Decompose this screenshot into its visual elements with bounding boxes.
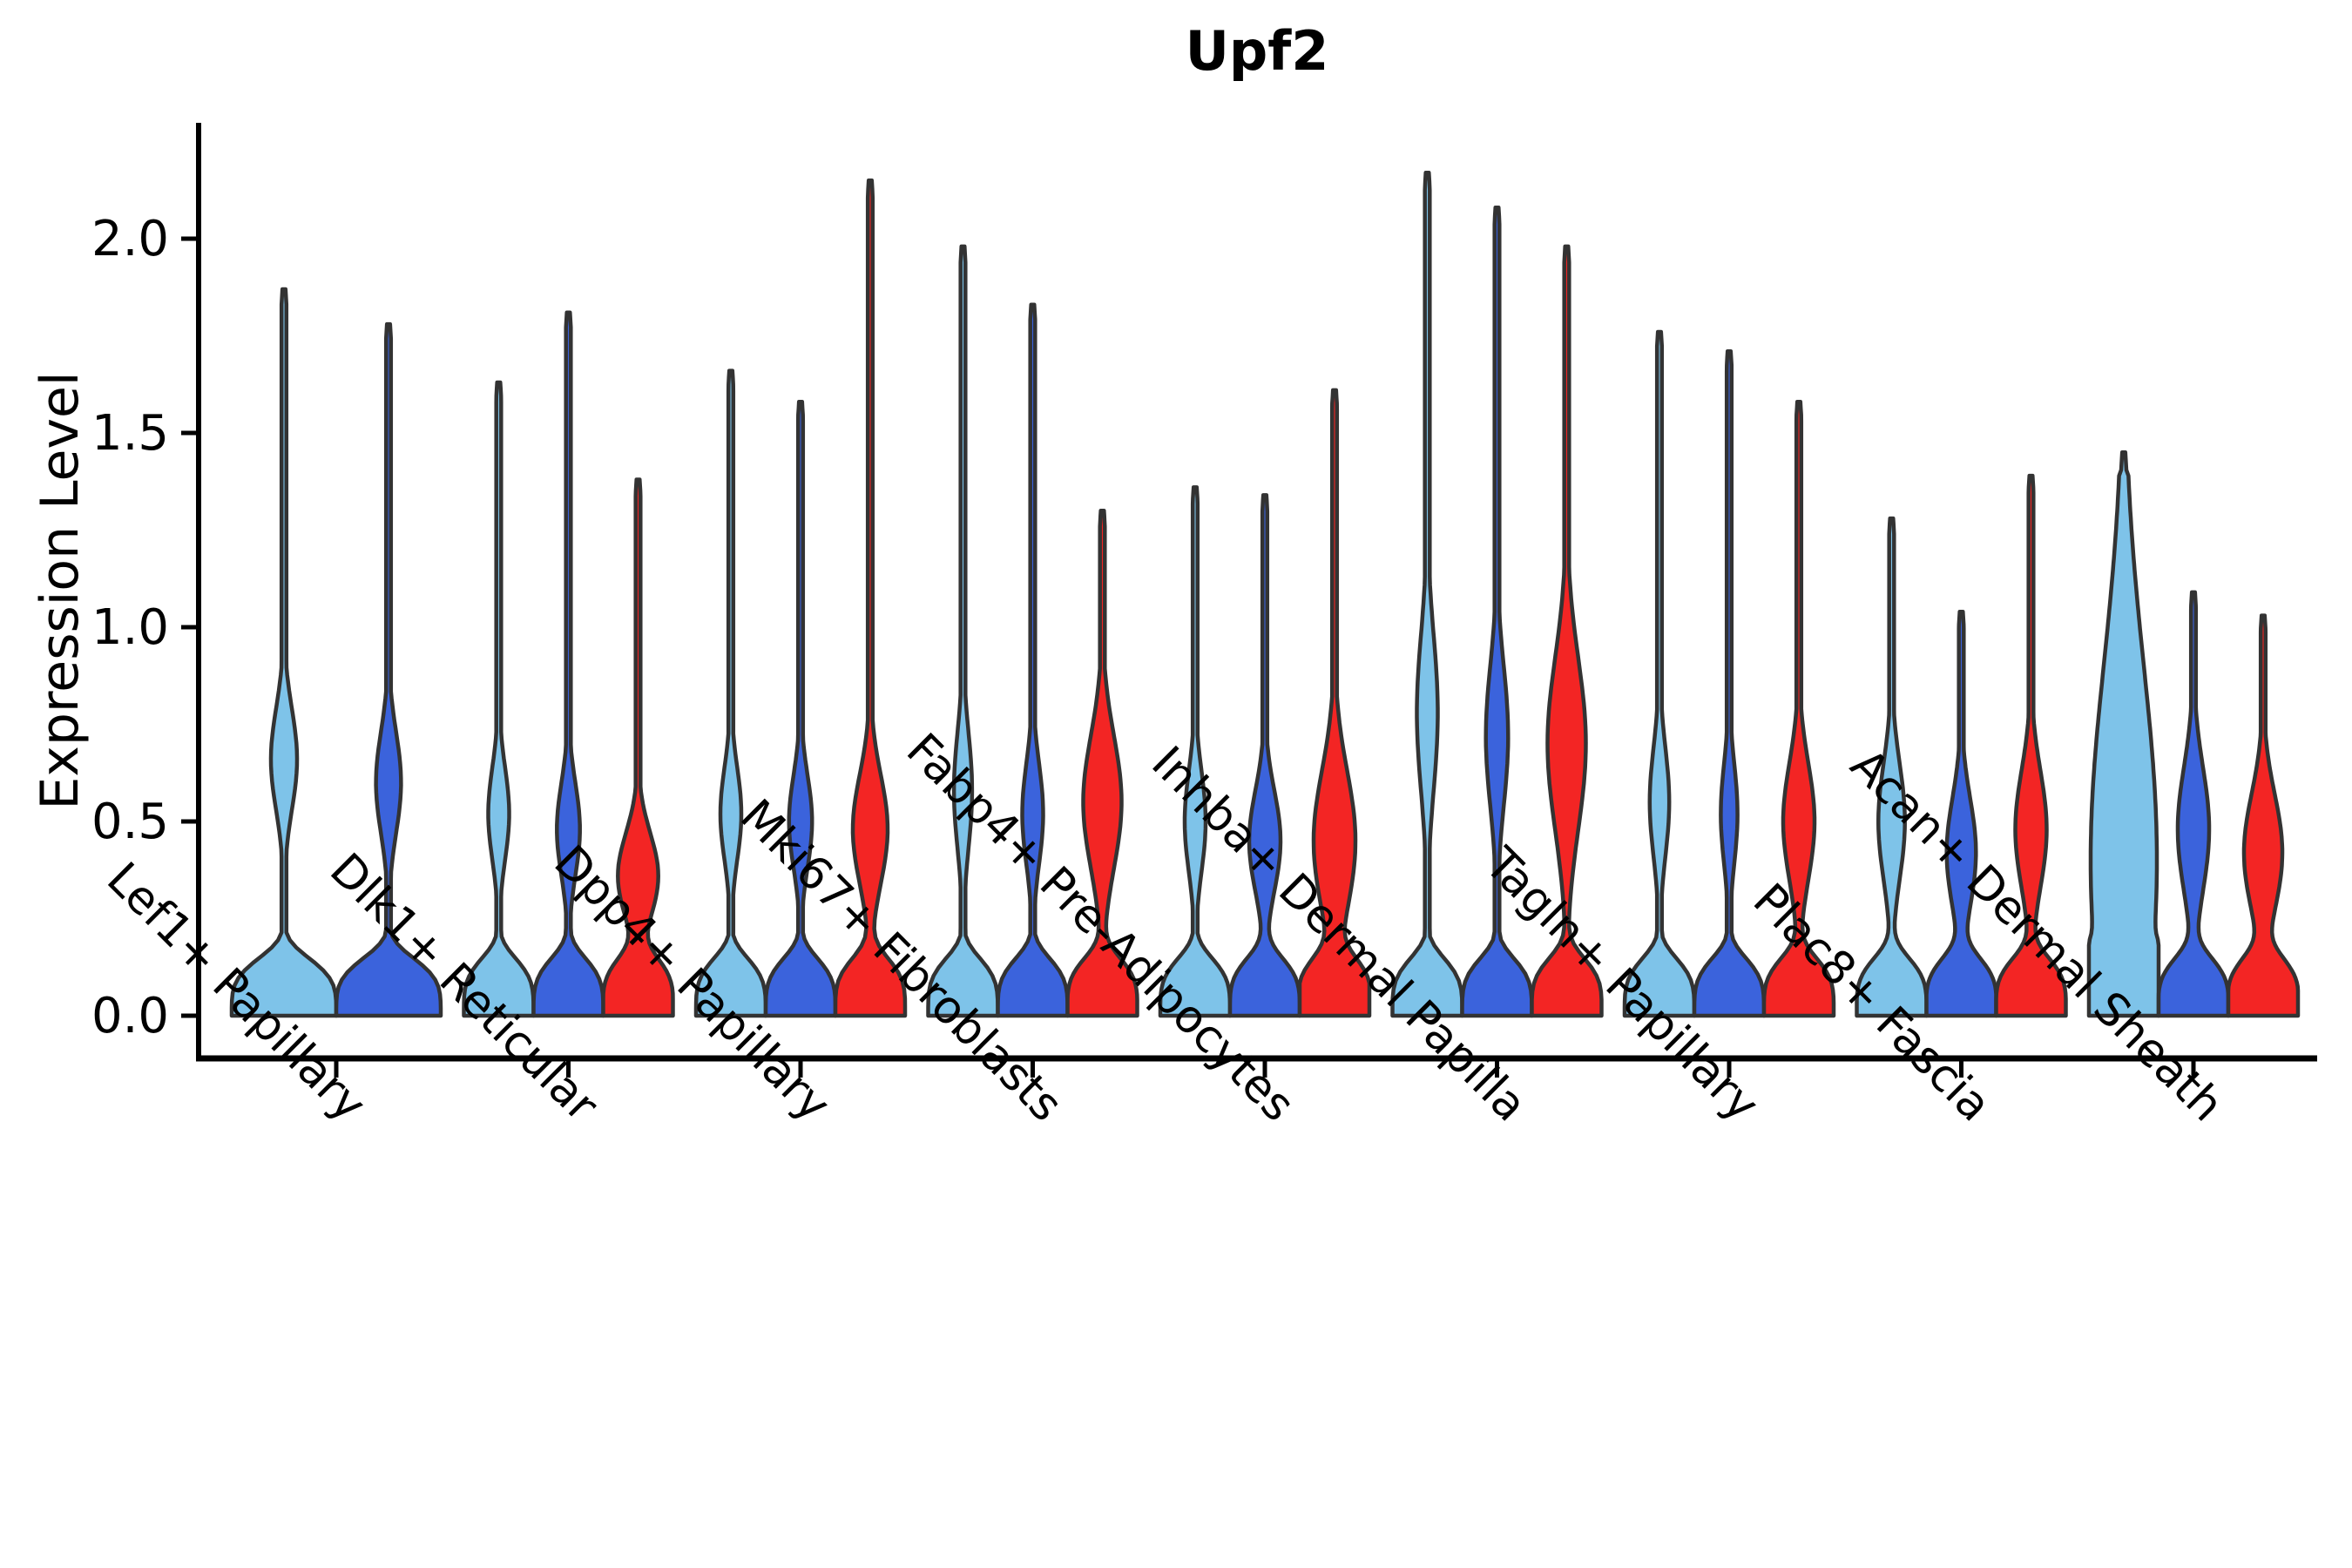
violin-acan-dermal-sheath-series_3 <box>2226 613 2301 1018</box>
violin-inhba-dermal-papilla-series_2 <box>1460 206 1534 1018</box>
violin-plac8-fascia-series_1 <box>1855 516 1929 1018</box>
y-tick-label-2.0: 2.0 <box>91 211 169 267</box>
violin-acan-dermal-sheath-series_1 <box>2086 450 2161 1018</box>
y-tick-label-0.0: 0.0 <box>91 988 169 1044</box>
violin-tagln-papillary-series_1 <box>1622 329 1697 1018</box>
violin-dpp4-papillary-series_3 <box>833 178 908 1018</box>
violin-tagln-papillary-series_2 <box>1692 349 1767 1018</box>
violin-plac8-fascia-series_2 <box>1924 609 1998 1018</box>
violin-mki67-fibroblasts-series_1 <box>926 244 1000 1018</box>
y-tick-label-1.0: 1.0 <box>91 599 169 656</box>
violin-mki67-fibroblasts-series_3 <box>1065 508 1139 1018</box>
violin-mki67-fibroblasts-series_2 <box>996 302 1070 1018</box>
violin-fabp4-pre-adipocytes-series_3 <box>1297 388 1372 1018</box>
y-tick-label-1.5: 1.5 <box>91 405 169 462</box>
y-axis-label: Expression Level <box>30 371 91 810</box>
violin-fabp4-pre-adipocytes-series_1 <box>1158 485 1233 1018</box>
violin-dlk1-reticular-series_2 <box>531 310 605 1018</box>
violin-acan-dermal-sheath-series_2 <box>2156 590 2231 1018</box>
violin-lef1-papillary-series_1 <box>229 287 339 1018</box>
violin-tagln-papillary-series_3 <box>1761 400 1836 1018</box>
violin-dpp4-papillary-series_2 <box>763 400 838 1018</box>
violin-inhba-dermal-papilla-series_3 <box>1530 244 1604 1018</box>
violin-plac8-fascia-series_3 <box>1994 473 2068 1018</box>
violin-dlk1-reticular-series_3 <box>601 477 675 1018</box>
violin-fabp4-pre-adipocytes-series_2 <box>1227 493 1302 1018</box>
violin-dpp4-papillary-series_1 <box>693 368 768 1018</box>
y-tick-label-0.5: 0.5 <box>91 794 169 850</box>
violin-inhba-dermal-papilla-series_1 <box>1390 170 1464 1018</box>
violin-dlk1-reticular-series_1 <box>462 380 536 1018</box>
chart-title: Upf2 <box>1185 19 1329 83</box>
violin-lef1-papillary-series_2 <box>334 321 443 1018</box>
